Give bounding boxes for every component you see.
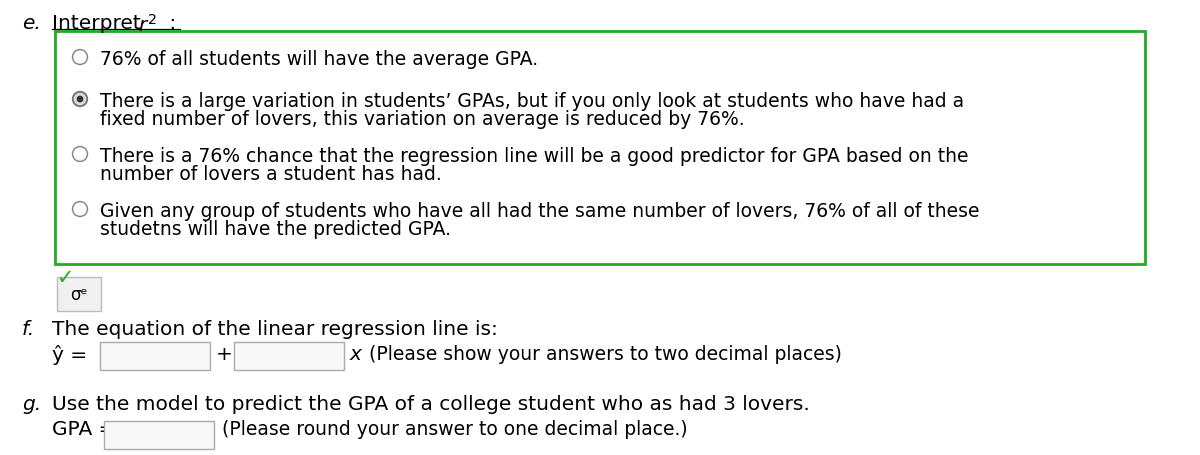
Circle shape (72, 202, 88, 217)
Text: The equation of the linear regression line is:: The equation of the linear regression li… (52, 319, 498, 338)
Text: σᵉ: σᵉ (71, 285, 88, 303)
Text: f.: f. (22, 319, 35, 338)
Circle shape (72, 51, 88, 66)
Text: ✓: ✓ (58, 268, 74, 288)
Text: e.: e. (22, 14, 41, 33)
Text: Given any group of students who have all had the same number of lovers, 76% of a: Given any group of students who have all… (100, 202, 979, 221)
Text: Interpret: Interpret (52, 14, 148, 33)
Text: ŷ =: ŷ = (52, 344, 88, 364)
Text: $x$: $x$ (349, 344, 364, 363)
Circle shape (72, 92, 88, 107)
Text: 76% of all students will have the average GPA.: 76% of all students will have the averag… (100, 50, 538, 69)
Text: g.: g. (22, 394, 41, 413)
Bar (234, 342, 344, 370)
Circle shape (72, 147, 88, 162)
Text: There is a large variation in students’ GPAs, but if you only look at students w: There is a large variation in students’ … (100, 92, 964, 111)
Circle shape (74, 203, 86, 216)
Text: (Please round your answer to one decimal place.): (Please round your answer to one decimal… (222, 419, 688, 438)
Text: There is a 76% chance that the regression line will be a good predictor for GPA : There is a 76% chance that the regressio… (100, 147, 968, 166)
Circle shape (74, 149, 86, 161)
Bar (100, 342, 210, 370)
Text: $r^2$: $r^2$ (138, 14, 157, 36)
Bar (104, 421, 214, 449)
Circle shape (74, 94, 85, 105)
Text: fixed number of lovers, this variation on average is reduced by 76%.: fixed number of lovers, this variation o… (100, 110, 745, 129)
Text: +: + (216, 344, 233, 363)
Circle shape (74, 52, 86, 64)
Circle shape (77, 97, 83, 102)
Text: Use the model to predict the GPA of a college student who as had 3 lovers.: Use the model to predict the GPA of a co… (52, 394, 810, 413)
Text: number of lovers a student has had.: number of lovers a student has had. (100, 165, 442, 184)
Bar (58, 278, 101, 311)
Bar (55, 32, 1145, 264)
Text: :: : (163, 14, 176, 33)
Text: studetns will have the predicted GPA.: studetns will have the predicted GPA. (100, 219, 451, 238)
Text: GPA =: GPA = (52, 419, 115, 438)
Text: (Please show your answers to two decimal places): (Please show your answers to two decimal… (370, 344, 842, 363)
